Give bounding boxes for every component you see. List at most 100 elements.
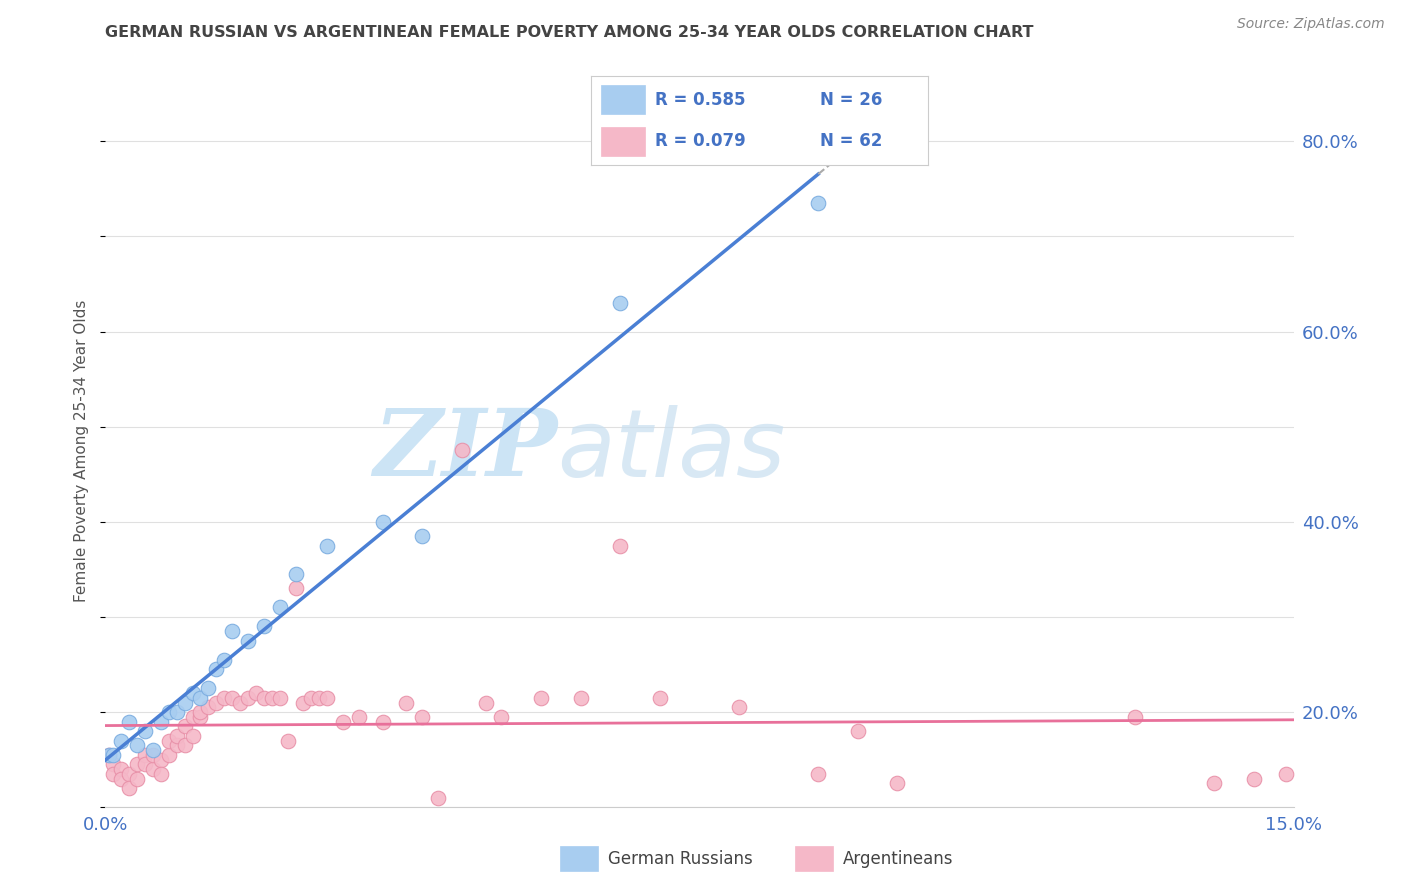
Point	[214, 653, 236, 667]
Point	[110, 762, 132, 776]
Point	[173, 696, 195, 710]
Text: ZIP: ZIP	[373, 406, 557, 495]
Point	[181, 710, 204, 724]
Text: Argentineans: Argentineans	[844, 849, 953, 868]
Text: N = 26: N = 26	[820, 91, 883, 109]
Point	[134, 724, 156, 739]
Point	[221, 690, 243, 705]
Point	[236, 633, 259, 648]
Point	[127, 757, 149, 772]
Point	[197, 681, 219, 696]
Point	[253, 619, 276, 633]
Point	[807, 196, 830, 211]
Point	[411, 710, 433, 724]
Point	[221, 624, 243, 639]
Point	[149, 714, 172, 729]
Point	[98, 747, 121, 762]
Point	[181, 686, 204, 700]
Point	[98, 747, 121, 762]
Text: GERMAN RUSSIAN VS ARGENTINEAN FEMALE POVERTY AMONG 25-34 YEAR OLDS CORRELATION C: GERMAN RUSSIAN VS ARGENTINEAN FEMALE POV…	[105, 25, 1033, 40]
Point	[157, 747, 180, 762]
Point	[347, 710, 370, 724]
Point	[149, 767, 172, 781]
Point	[118, 767, 141, 781]
Point	[284, 582, 307, 596]
Point	[103, 767, 125, 781]
Point	[284, 567, 307, 582]
Point	[173, 719, 195, 733]
Point	[134, 757, 156, 772]
Point	[197, 700, 219, 714]
Bar	[600, 127, 644, 156]
Point	[371, 714, 394, 729]
Point	[1243, 772, 1265, 786]
Point	[269, 690, 291, 705]
Point	[127, 772, 149, 786]
Text: Source: ZipAtlas.com: Source: ZipAtlas.com	[1237, 17, 1385, 31]
Point	[134, 747, 156, 762]
Point	[260, 690, 283, 705]
Text: atlas: atlas	[557, 405, 785, 496]
Point	[886, 776, 908, 790]
Point	[648, 690, 671, 705]
Point	[277, 733, 299, 747]
Point	[118, 781, 141, 796]
Point	[609, 539, 631, 553]
Bar	[796, 847, 832, 871]
Point	[411, 529, 433, 543]
Point	[530, 690, 553, 705]
Point	[110, 733, 132, 747]
Point	[229, 696, 252, 710]
Text: R = 0.079: R = 0.079	[655, 132, 745, 150]
Point	[609, 296, 631, 310]
Point	[103, 757, 125, 772]
Point	[173, 739, 195, 753]
Point	[103, 747, 125, 762]
Point	[395, 696, 418, 710]
Point	[371, 515, 394, 529]
Point	[236, 690, 259, 705]
Point	[316, 690, 339, 705]
Point	[728, 700, 751, 714]
Point	[1123, 710, 1146, 724]
Point	[569, 690, 592, 705]
Point	[142, 743, 165, 757]
Point	[1274, 767, 1296, 781]
Text: German Russians: German Russians	[609, 849, 754, 868]
Point	[149, 753, 172, 767]
Point	[190, 710, 212, 724]
Point	[332, 714, 354, 729]
Point	[269, 600, 291, 615]
Text: N = 62: N = 62	[820, 132, 883, 150]
Point	[142, 747, 165, 762]
Point	[807, 767, 830, 781]
Y-axis label: Female Poverty Among 25-34 Year Olds: Female Poverty Among 25-34 Year Olds	[75, 300, 90, 601]
Point	[253, 690, 276, 705]
Bar	[600, 85, 644, 114]
Point	[166, 729, 188, 743]
Point	[474, 696, 496, 710]
Point	[292, 696, 315, 710]
Point	[205, 696, 228, 710]
Point	[190, 705, 212, 719]
Point	[491, 710, 513, 724]
Point	[450, 443, 472, 458]
Point	[181, 729, 204, 743]
Point	[190, 690, 212, 705]
Point	[205, 662, 228, 676]
Text: R = 0.585: R = 0.585	[655, 91, 745, 109]
Point	[214, 690, 236, 705]
Point	[308, 690, 330, 705]
Point	[157, 733, 180, 747]
Point	[118, 714, 141, 729]
Point	[316, 539, 339, 553]
Point	[427, 790, 450, 805]
Point	[127, 739, 149, 753]
Point	[299, 690, 322, 705]
Point	[846, 724, 869, 739]
Point	[142, 762, 165, 776]
Point	[166, 739, 188, 753]
Point	[166, 705, 188, 719]
Point	[110, 772, 132, 786]
Point	[1204, 776, 1226, 790]
